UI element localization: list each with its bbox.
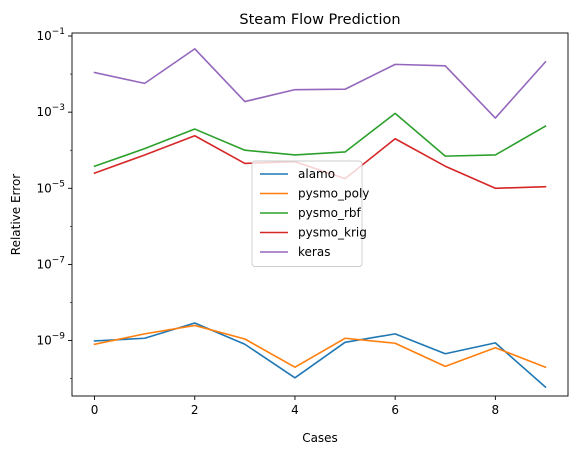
x-tick-label: 4 <box>291 403 299 417</box>
x-tick-label: 6 <box>391 403 399 417</box>
legend-label-keras: keras <box>298 245 330 259</box>
x-tick-label: 0 <box>91 403 99 417</box>
y-axis-label: Relative Error <box>9 174 23 256</box>
legend-label-pysmo-rbf: pysmo_rbf <box>298 206 362 220</box>
chart-title: Steam Flow Prediction <box>239 12 400 28</box>
x-tick-label: 2 <box>191 403 199 417</box>
legend-label-pysmo-krig: pysmo_krig <box>298 226 367 240</box>
x-axis-label: Cases <box>302 431 338 445</box>
legend-label-alamo: alamo <box>298 167 335 181</box>
x-tick-label: 8 <box>492 403 500 417</box>
legend-label-pysmo-poly: pysmo_poly <box>298 187 369 201</box>
